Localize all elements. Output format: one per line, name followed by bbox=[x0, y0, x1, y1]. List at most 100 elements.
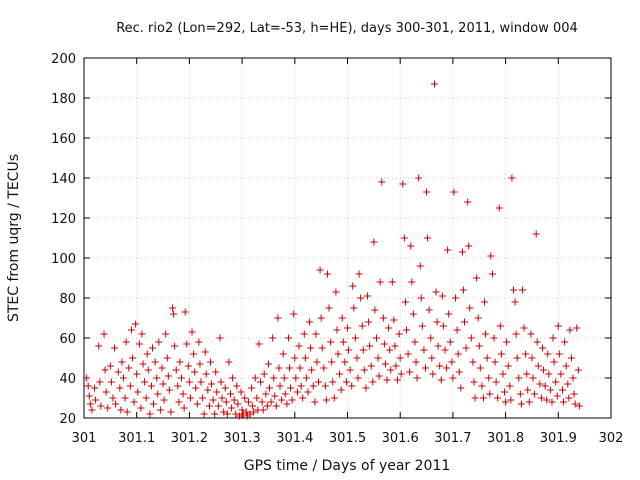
data-point bbox=[425, 306, 433, 314]
data-point bbox=[255, 340, 263, 348]
data-point bbox=[386, 346, 394, 354]
data-point bbox=[179, 390, 187, 398]
data-point bbox=[450, 188, 458, 196]
data-point bbox=[501, 388, 509, 396]
data-point bbox=[564, 380, 572, 388]
data-point bbox=[533, 338, 541, 346]
data-point bbox=[106, 362, 114, 370]
data-point bbox=[549, 334, 557, 342]
data-point bbox=[274, 314, 282, 322]
y-axis-label: STEC from uqrg / TECUs bbox=[6, 154, 22, 322]
data-point bbox=[101, 366, 109, 374]
data-point bbox=[399, 180, 407, 188]
y-tick-label: 180 bbox=[51, 92, 76, 107]
x-tick-label: 301.5 bbox=[329, 431, 366, 446]
data-point bbox=[541, 382, 549, 390]
data-point bbox=[357, 294, 365, 302]
data-point bbox=[342, 378, 350, 386]
data-point bbox=[280, 374, 288, 382]
y-tick-label: 40 bbox=[59, 372, 76, 387]
data-point bbox=[371, 306, 379, 314]
data-point bbox=[396, 354, 404, 362]
data-point bbox=[512, 330, 520, 338]
data-point bbox=[96, 378, 104, 386]
data-point bbox=[135, 340, 143, 348]
data-point bbox=[346, 366, 354, 374]
data-point bbox=[299, 394, 307, 402]
data-point bbox=[370, 238, 378, 246]
data-point bbox=[84, 382, 92, 390]
data-point bbox=[570, 390, 578, 398]
x-tick-label: 301.7 bbox=[434, 431, 471, 446]
data-point bbox=[445, 310, 453, 318]
data-point bbox=[330, 394, 338, 402]
x-tick-label: 302 bbox=[599, 431, 624, 446]
data-point bbox=[387, 366, 395, 374]
data-point bbox=[123, 408, 131, 416]
data-point bbox=[496, 322, 504, 330]
y-tick-label: 100 bbox=[51, 252, 76, 267]
data-point bbox=[154, 390, 162, 398]
data-point bbox=[473, 274, 481, 282]
data-point bbox=[180, 404, 188, 412]
data-point bbox=[184, 362, 192, 370]
data-point bbox=[460, 318, 468, 326]
x-tick-label: 301.6 bbox=[382, 431, 419, 446]
data-point bbox=[506, 382, 514, 390]
data-point bbox=[139, 360, 147, 368]
data-point bbox=[430, 80, 438, 88]
x-tick-label: 301 bbox=[72, 431, 97, 446]
data-point bbox=[138, 330, 146, 338]
data-point bbox=[102, 388, 110, 396]
data-point bbox=[453, 326, 461, 334]
data-point bbox=[458, 248, 466, 256]
data-point bbox=[259, 406, 267, 414]
data-point bbox=[536, 380, 544, 388]
data-point bbox=[513, 354, 521, 362]
data-point bbox=[267, 398, 275, 406]
data-point bbox=[159, 380, 167, 388]
data-point bbox=[202, 370, 210, 378]
data-point bbox=[502, 398, 510, 406]
data-point bbox=[266, 384, 274, 392]
data-point bbox=[372, 334, 380, 342]
data-point bbox=[153, 374, 161, 382]
data-point bbox=[490, 334, 498, 342]
data-point bbox=[376, 278, 384, 286]
data-point bbox=[249, 402, 257, 410]
data-point bbox=[350, 304, 358, 312]
data-point bbox=[439, 322, 447, 330]
data-point bbox=[360, 366, 368, 374]
data-point bbox=[544, 350, 552, 358]
data-point bbox=[378, 178, 386, 186]
data-point bbox=[341, 358, 349, 366]
data-point bbox=[325, 304, 333, 312]
data-point bbox=[523, 370, 531, 378]
data-point bbox=[487, 252, 495, 260]
data-point bbox=[369, 378, 377, 386]
data-point bbox=[196, 360, 204, 368]
data-point bbox=[354, 374, 362, 382]
y-tick-label: 140 bbox=[51, 172, 76, 187]
data-point bbox=[574, 366, 582, 374]
data-point bbox=[329, 378, 337, 386]
data-point bbox=[485, 374, 493, 382]
data-point bbox=[546, 386, 554, 394]
data-point bbox=[170, 310, 178, 318]
data-point bbox=[470, 378, 478, 386]
data-point bbox=[412, 358, 420, 366]
data-point bbox=[428, 354, 436, 362]
data-point bbox=[195, 338, 203, 346]
data-point bbox=[510, 286, 518, 294]
data-point bbox=[287, 384, 295, 392]
data-point bbox=[465, 242, 473, 250]
data-point bbox=[397, 370, 405, 378]
data-point bbox=[491, 358, 499, 366]
y-tick-label: 20 bbox=[59, 412, 76, 427]
data-point bbox=[464, 198, 472, 206]
data-point bbox=[132, 320, 140, 328]
data-point bbox=[537, 394, 545, 402]
data-point bbox=[365, 318, 373, 326]
data-point bbox=[279, 350, 287, 358]
data-point bbox=[446, 338, 454, 346]
